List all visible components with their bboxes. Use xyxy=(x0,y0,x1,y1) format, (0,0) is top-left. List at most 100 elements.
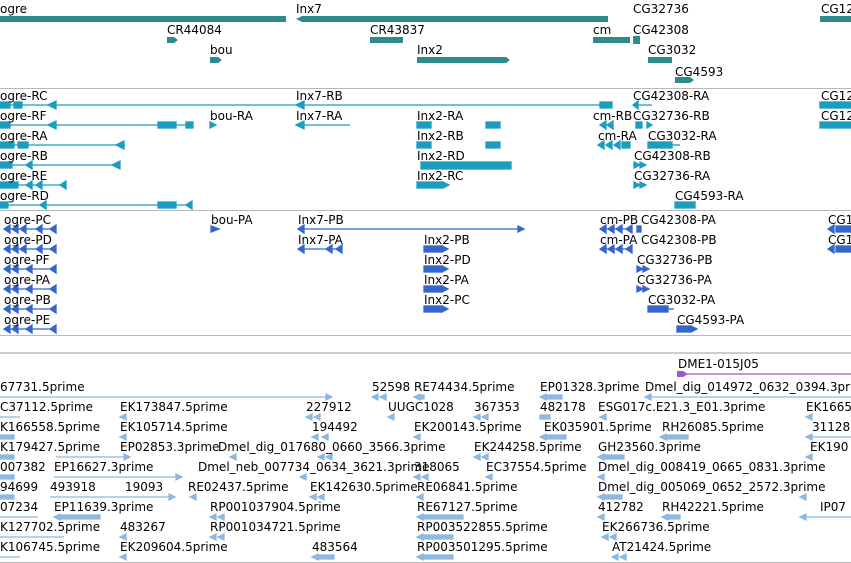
gene-label-CG42308[interactable]: CG42308 xyxy=(633,23,689,37)
est-label[interactable]: 367353 xyxy=(474,400,520,414)
protein-label-bou-PA[interactable]: bou-PA xyxy=(211,213,253,227)
est-label[interactable]: Dmel_dig_017680_0660_3566.3prime xyxy=(218,440,446,454)
protein-label-ogre-PA[interactable]: ogre-PA xyxy=(4,273,51,287)
gene-label-Inx7[interactable]: Inx7 xyxy=(296,2,322,16)
protein-label-CG1[interactable]: CG1 xyxy=(828,213,851,227)
est-label[interactable]: RP003522855.5prime xyxy=(417,520,548,534)
transcript-label-ogre-RB[interactable]: ogre-RB xyxy=(0,149,48,163)
protein-label-CG4593-PA[interactable]: CG4593-PA xyxy=(677,313,745,327)
est-label[interactable]: UUGC1028 xyxy=(388,400,454,414)
transcript-label-CG32736-RB[interactable]: CG32736-RB xyxy=(633,109,710,123)
protein-label-ogre-PC[interactable]: ogre-PC xyxy=(4,213,51,227)
protein-label-Inx2-PB[interactable]: Inx2-PB xyxy=(424,233,470,247)
est-label[interactable]: EP11639.3prime xyxy=(54,500,154,514)
est-label[interactable]: RH26085.5prime xyxy=(662,420,764,434)
est-label[interactable]: 19093 xyxy=(125,480,164,494)
protein-label-CG32736-PA[interactable]: CG32736-PA xyxy=(637,273,712,287)
gene-label-cm[interactable]: cm xyxy=(593,23,612,37)
est-label[interactable]: RP001037904.5prime xyxy=(210,500,341,514)
est-label[interactable]: EK244258.5prime xyxy=(474,440,582,454)
gene-label-CG12[interactable]: CG12 xyxy=(821,2,851,16)
protein-label-Inx2-PC[interactable]: Inx2-PC xyxy=(424,293,470,307)
est-label[interactable]: RE02437.5prime xyxy=(188,480,289,494)
transcript-label-Inx2-RA[interactable]: Inx2-RA xyxy=(417,109,464,123)
est-label[interactable]: 227912 xyxy=(306,400,352,414)
est-label[interactable]: EP16627.3prime xyxy=(54,460,154,474)
est-label[interactable]: C37112.5prime xyxy=(0,400,93,414)
est-label[interactable]: 52598 xyxy=(372,380,411,394)
transcript-label-ogre-RC[interactable]: ogre-RC xyxy=(0,89,48,103)
protein-label-ogre-PD[interactable]: ogre-PD xyxy=(4,233,52,247)
transcript-label-CG4593-RA[interactable]: CG4593-RA xyxy=(675,189,744,203)
est-label[interactable]: RE67127.5prime xyxy=(417,500,518,514)
est-label[interactable]: EK1665 xyxy=(806,400,851,414)
est-label[interactable]: RP003501295.5prime xyxy=(417,540,548,554)
protein-label-Inx7-PB[interactable]: Inx7-PB xyxy=(298,213,344,227)
est-label[interactable]: EK190 xyxy=(810,440,849,454)
gene-label-Inx2[interactable]: Inx2 xyxy=(417,43,443,57)
est-label[interactable]: RP001034721.5prime xyxy=(210,520,341,534)
transcript-label-ogre-RF[interactable]: ogre-RF xyxy=(0,109,47,123)
est-label[interactable]: RE06841.5prime xyxy=(417,480,518,494)
est-label[interactable]: 318065 xyxy=(414,460,460,474)
gene-label-ogre[interactable]: ogre xyxy=(0,2,28,16)
est-label[interactable]: 194492 xyxy=(312,420,358,434)
est-label[interactable]: EK200143.5prime xyxy=(414,420,522,434)
transcript-label-cm-RA[interactable]: cm-RA xyxy=(598,129,637,143)
est-label[interactable]: AT21424.5prime xyxy=(612,540,712,554)
est-label[interactable]: 493918 xyxy=(50,480,96,494)
protein-label-cm-PA[interactable]: cm-PA xyxy=(600,233,638,247)
est-label[interactable]: RE74434.5prime xyxy=(414,380,515,394)
gene-label-bou[interactable]: bou xyxy=(210,43,233,57)
est-label[interactable]: EK105714.5prime xyxy=(120,420,228,434)
est-label[interactable]: K179427.5prime xyxy=(0,440,101,454)
protein-label-Inx2-PA[interactable]: Inx2-PA xyxy=(424,273,469,287)
protein-label-Inx2-PD[interactable]: Inx2-PD xyxy=(424,253,471,267)
est-label[interactable]: EK173847.5prime xyxy=(120,400,228,414)
gene-label-CR43837[interactable]: CR43837 xyxy=(370,23,425,37)
est-label[interactable]: 482178 xyxy=(540,400,586,414)
est-label[interactable]: EK035901.5prime xyxy=(544,420,652,434)
est-label[interactable]: Dmel_dig_005069_0652_2572.3prime xyxy=(598,480,826,494)
gene-label-CG32736[interactable]: CG32736 xyxy=(633,2,689,16)
transcript-label-Inx7-RA[interactable]: Inx7-RA xyxy=(296,109,343,123)
est-label[interactable]: 31128 xyxy=(812,420,851,434)
est-label[interactable]: 412782 xyxy=(598,500,644,514)
transcript-label-cm-RB[interactable]: cm-RB xyxy=(593,109,633,123)
est-label[interactable]: EK266736.5prime xyxy=(602,520,710,534)
protein-label-Inx7-PA[interactable]: Inx7-PA xyxy=(298,233,343,247)
transcript-label-CG12[interactable]: CG12 xyxy=(821,109,851,123)
est-label[interactable]: Dmel_neb_007734_0634_3621.3prime xyxy=(198,460,430,474)
transcript-label-Inx2-RB[interactable]: Inx2-RB xyxy=(417,129,464,143)
est-label[interactable]: K166558.5prime xyxy=(0,420,101,434)
protein-label-CG1[interactable]: CG1 xyxy=(828,233,851,247)
est-label[interactable]: EP02853.3prime xyxy=(120,440,220,454)
protein-label-CG32736-PB[interactable]: CG32736-PB xyxy=(637,253,713,267)
est-label[interactable]: 67731.5prime xyxy=(0,380,85,394)
transcript-label-ogre-RA[interactable]: ogre-RA xyxy=(0,129,48,143)
transcript-label-CG32736-RA[interactable]: CG32736-RA xyxy=(634,169,711,183)
transcript-label-Inx7-RB[interactable]: Inx7-RB xyxy=(296,89,343,103)
transcript-label-CG3032-RA[interactable]: CG3032-RA xyxy=(648,129,717,143)
match-label-DME1-015J05[interactable]: DME1-015J05 xyxy=(678,357,759,371)
est-label[interactable]: Dmel_dig_008419_0665_0831.3prime xyxy=(598,460,826,474)
est-label[interactable]: EK142630.5prime xyxy=(310,480,418,494)
protein-label-cm-PB[interactable]: cm-PB xyxy=(600,213,639,227)
transcript-label-bou-RA[interactable]: bou-RA xyxy=(210,109,253,123)
est-label[interactable]: 94699 xyxy=(0,480,39,494)
est-label[interactable]: Dmel_dig_014972_0632_0394.3prime xyxy=(645,380,851,394)
est-label[interactable]: EP01328.3prime xyxy=(540,380,640,394)
est-label[interactable]: RH42221.5prime xyxy=(662,500,764,514)
transcript-label-ogre-RD[interactable]: ogre-RD xyxy=(0,189,49,203)
protein-label-CG42308-PA[interactable]: CG42308-PA xyxy=(641,213,716,227)
transcript-label-Inx2-RC[interactable]: Inx2-RC xyxy=(417,169,464,183)
est-label[interactable]: 007382 xyxy=(0,460,46,474)
gene-label-CG4593[interactable]: CG4593 xyxy=(675,65,724,79)
transcript-label-CG42308-RA[interactable]: CG42308-RA xyxy=(633,89,710,103)
est-label[interactable]: IP07 xyxy=(820,500,847,514)
est-label[interactable]: 483267 xyxy=(120,520,166,534)
est-label[interactable]: K127702.5prime xyxy=(0,520,101,534)
gene-label-CR44084[interactable]: CR44084 xyxy=(167,23,222,37)
protein-label-CG42308-PB[interactable]: CG42308-PB xyxy=(641,233,717,247)
est-label[interactable]: GH23560.3prime xyxy=(598,440,701,454)
